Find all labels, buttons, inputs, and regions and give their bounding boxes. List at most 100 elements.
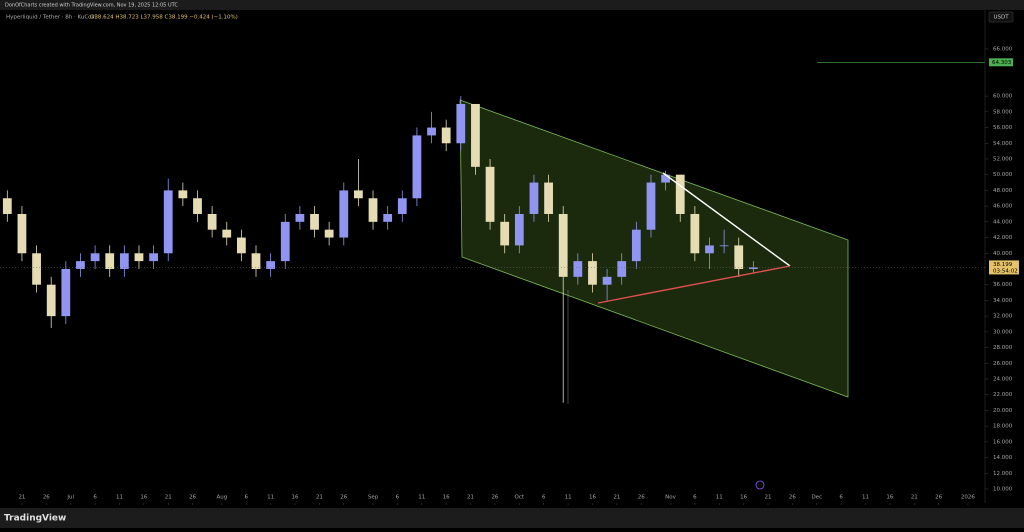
x-tick-label: 6 bbox=[839, 495, 843, 501]
candle-body bbox=[61, 268, 71, 317]
y-tick-label: 40.000 bbox=[993, 251, 1013, 257]
x-tick-label: 26 bbox=[491, 495, 498, 501]
y-tick-label: 42.000 bbox=[993, 235, 1013, 241]
candle-body bbox=[178, 190, 188, 199]
candle-body bbox=[383, 213, 393, 222]
y-tick-label: 54.000 bbox=[993, 141, 1013, 147]
x-tick-label: 21 bbox=[316, 495, 323, 501]
y-tick-label: 32.000 bbox=[993, 314, 1013, 320]
x-tick-label: 6 bbox=[396, 495, 400, 501]
y-tick-label: 20.000 bbox=[993, 408, 1013, 414]
x-tick-label: 21 bbox=[165, 495, 172, 501]
caption: DonOfCharts created with TradingView.com… bbox=[5, 3, 178, 9]
currency-box bbox=[988, 11, 1014, 23]
y-tick-label: 50.000 bbox=[993, 172, 1013, 178]
candle-body bbox=[17, 213, 27, 254]
candle-body bbox=[500, 221, 510, 246]
x-tick-label: Nov bbox=[665, 495, 676, 501]
candle-body bbox=[280, 221, 290, 262]
event-icon[interactable] bbox=[755, 480, 765, 490]
x-tick-label: 11 bbox=[862, 495, 869, 501]
candle-body bbox=[412, 135, 422, 199]
candle-body bbox=[661, 174, 670, 183]
x-tick-label: 21 bbox=[467, 495, 474, 501]
candle-body bbox=[324, 229, 334, 238]
countdown: 03:54:02 bbox=[993, 268, 1018, 274]
candle-body bbox=[646, 182, 656, 230]
candle-body bbox=[397, 198, 407, 214]
candle-body bbox=[149, 253, 158, 262]
y-tick-label: 34.000 bbox=[993, 298, 1013, 304]
y-tick-label: 58.000 bbox=[993, 109, 1013, 115]
support-line bbox=[597, 265, 791, 304]
x-tick-label: 2026 bbox=[961, 495, 975, 501]
candle-body bbox=[163, 190, 173, 254]
candle-body bbox=[529, 182, 539, 214]
candle-body bbox=[588, 261, 597, 285]
candle-body bbox=[266, 261, 276, 269]
x-tick-label: 11 bbox=[565, 495, 572, 501]
x-tick-label: 26 bbox=[789, 495, 796, 501]
y-tick-label: 18.000 bbox=[993, 424, 1013, 430]
candle-body bbox=[719, 245, 729, 247]
y-tick-label: 48.000 bbox=[993, 188, 1013, 194]
candle-body bbox=[207, 213, 217, 230]
candle-body bbox=[602, 276, 612, 285]
x-tick-label: 16 bbox=[292, 495, 299, 501]
channel bbox=[459, 99, 849, 398]
x-tick-label: 16 bbox=[886, 495, 893, 501]
candle-body bbox=[748, 267, 758, 269]
candle-body bbox=[573, 261, 583, 277]
y-tick-label: 24.000 bbox=[993, 376, 1013, 382]
x-tick-label: 26 bbox=[340, 495, 347, 501]
candle-body bbox=[222, 229, 232, 238]
candle-body bbox=[339, 190, 349, 238]
candle-body bbox=[354, 190, 363, 199]
candle-body bbox=[310, 213, 319, 230]
x-tick-label: Sep bbox=[368, 495, 379, 501]
symbol: Hyperliquid / Tether · 8h · KuCoin bbox=[6, 15, 97, 21]
candle-body bbox=[427, 127, 436, 136]
x-tick-label: 26 bbox=[935, 495, 942, 501]
candle-body bbox=[193, 198, 202, 214]
x-tick-label: 21 bbox=[18, 495, 25, 501]
candle-body bbox=[631, 229, 641, 262]
x-tick-label: 6 bbox=[93, 495, 97, 501]
x-tick-label: Jul bbox=[66, 495, 74, 501]
candle-body bbox=[2, 198, 12, 214]
y-tick-label: 28.000 bbox=[993, 345, 1013, 351]
x-tick-label: Aug bbox=[216, 495, 227, 501]
y-tick-label: 66.000 bbox=[993, 46, 1013, 52]
x-tick-label: 6 bbox=[693, 495, 697, 501]
candle-body bbox=[514, 213, 524, 246]
x-tick-label: 21 bbox=[765, 495, 772, 501]
x-tick-label: 26 bbox=[43, 495, 50, 501]
x-tick-label: 16 bbox=[443, 495, 450, 501]
candle-body bbox=[368, 198, 378, 222]
y-tick-label: 56.000 bbox=[993, 125, 1013, 131]
candle-body bbox=[675, 174, 685, 214]
candle-body bbox=[90, 253, 100, 262]
x-tick-label: 11 bbox=[267, 495, 274, 501]
y-tick-label: 46.000 bbox=[993, 204, 1013, 210]
y-tick-label: 14.000 bbox=[993, 455, 1013, 461]
candle-body bbox=[617, 261, 627, 277]
y-tick-label: 44.000 bbox=[993, 219, 1013, 225]
alert-label: 64.303 bbox=[992, 60, 1012, 66]
candle-body bbox=[544, 182, 553, 214]
top-bar bbox=[0, 0, 1024, 10]
x-tick-label: Dec bbox=[811, 495, 822, 501]
y-tick-label: 12.000 bbox=[993, 471, 1013, 477]
x-tick-label: 26 bbox=[189, 495, 196, 501]
ohlc: O38.624 H38.723 L37.958 C38.199 −0.424 (… bbox=[90, 15, 238, 21]
candle-body bbox=[295, 213, 305, 222]
x-tick-label: 16 bbox=[740, 495, 747, 501]
x-tick-label: 6 bbox=[542, 495, 546, 501]
bottom-bar bbox=[0, 508, 1024, 528]
x-tick-label: 6 bbox=[245, 495, 249, 501]
last-price-box bbox=[989, 260, 1019, 275]
candle-body bbox=[456, 103, 466, 144]
candle-body bbox=[558, 213, 568, 277]
candle-body bbox=[251, 253, 261, 269]
